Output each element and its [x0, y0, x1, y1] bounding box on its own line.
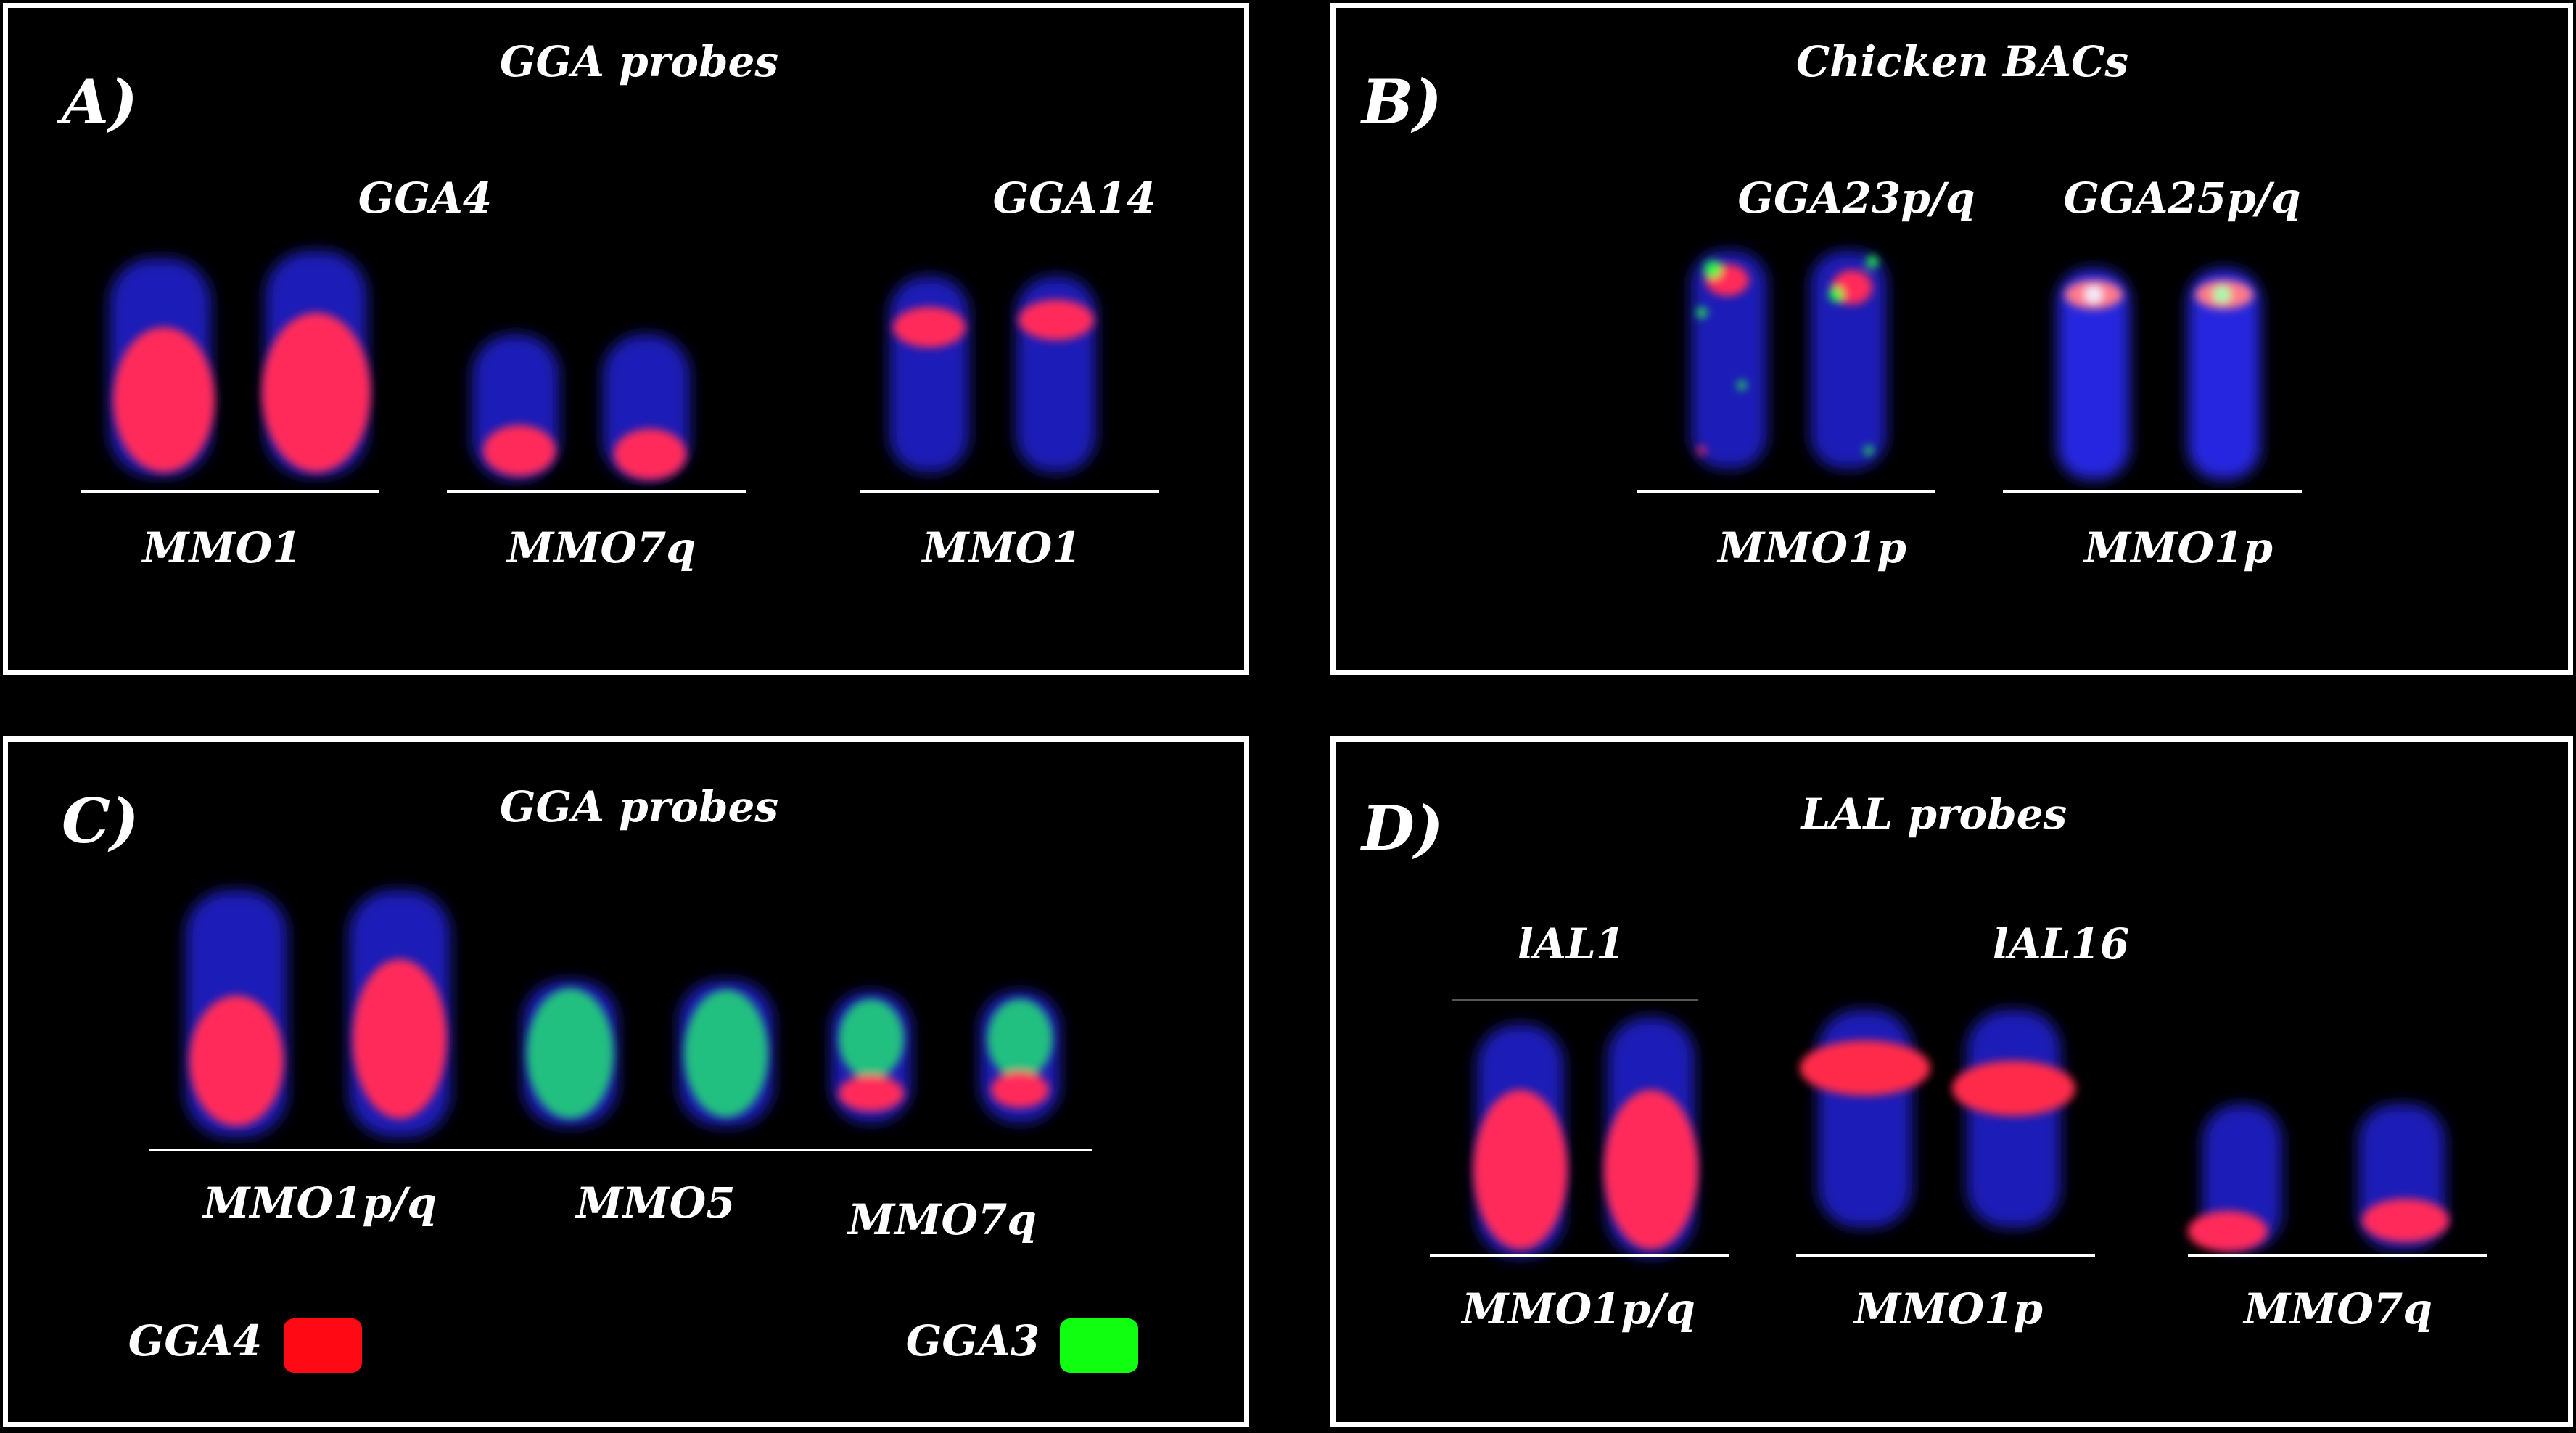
panel-d-chrom-label-mmo7q: MMO7q	[2244, 1284, 2432, 1334]
panel-d-probe-label-lal16: lAL16	[1992, 919, 2130, 969]
panel-a-divider-2	[447, 490, 746, 493]
panel-a-divider-1	[81, 490, 379, 493]
signal-gga23	[1697, 256, 1878, 455]
panel-c-divider	[149, 1149, 1092, 1151]
panel-b-divider-1	[1637, 490, 1935, 493]
signal-lal1	[1473, 1090, 1698, 1249]
panel-c-letter: C)	[62, 785, 139, 857]
panel-b-probe-label-gga25: GGA25p/q	[2063, 173, 2301, 223]
panel-a-letter: A)	[62, 66, 138, 138]
signal-gga4-mmo1pq	[189, 959, 447, 1126]
chromosome-pair-gga23	[1691, 251, 1887, 469]
signal-gga3-gga4-mmo7q	[839, 999, 1053, 1112]
panel-d-divider-2	[1796, 1254, 2095, 1257]
panel-b-letter: B)	[1362, 66, 1442, 138]
signal-gga25	[2065, 280, 2253, 309]
signal-lal16-mmo1p	[1800, 1040, 2075, 1116]
panel-d-chrom-label-mmo1p: MMO1p	[1854, 1284, 2043, 1334]
signal-gga14-mmo1	[893, 300, 1094, 348]
panel-c-chrom-label-mmo7q: MMO7q	[848, 1195, 1037, 1244]
panel-b-chrom-label-2: MMO1p	[2084, 523, 2273, 572]
panel-d: D) LAL probes lAL1 lAL16 M	[1330, 736, 2573, 1427]
signal-gga3-mmo5	[527, 988, 768, 1119]
panel-a-chrom-label-mmo7q: MMO7q	[507, 523, 696, 572]
panel-b-title: Chicken BACs	[1796, 37, 2128, 86]
panel-a-divider-3	[860, 490, 1159, 493]
panel-b-chromosomes	[1691, 251, 2260, 480]
panel-a-chromosomes	[110, 251, 1096, 480]
legend-swatch-gga3	[1060, 1318, 1138, 1373]
signal-gga4-mmo7q	[483, 425, 686, 480]
panel-c-title: GGA probes	[499, 782, 779, 832]
panel-d-chromosomes	[1473, 1010, 2449, 1257]
panel-a-probe-label-gga4: GGA4	[358, 173, 493, 223]
panel-d-chrom-label-mmo1pq: MMO1p/q	[1462, 1284, 1695, 1334]
panel-d-letter: D)	[1362, 792, 1444, 864]
panel-c-chrom-label-mmo5: MMO5	[576, 1178, 736, 1228]
chromosome-pair-gga25	[2057, 269, 2260, 480]
legend-swatch-gga4	[284, 1318, 362, 1373]
signal-lal16-mmo7q	[2188, 1199, 2449, 1252]
legend-label-gga3: GGA3	[905, 1316, 1040, 1366]
panel-d-probe-label-lal1: lAL1	[1517, 919, 1626, 969]
panel-a-probe-label-gga14: GGA14	[992, 173, 1156, 223]
panel-c-chromosomes	[186, 890, 1060, 1137]
panel-b: B) Chicken BACs GGA23p/q GGA25p/q	[1330, 3, 2573, 675]
panel-a: A) GGA probes GGA4 GGA14 MMO1	[3, 3, 1249, 675]
panel-b-probe-label-gga23: GGA23p/q	[1737, 173, 1975, 223]
panel-a-chrom-label-mmo1-b: MMO1	[922, 523, 1082, 572]
panel-a-chrom-label-mmo1: MMO1	[142, 523, 302, 572]
panel-c: C) GGA probes MMO1p/q MM	[3, 736, 1249, 1427]
panel-a-title: GGA probes	[499, 37, 779, 86]
legend-label-gga4: GGA4	[128, 1316, 263, 1366]
panel-d-title: LAL probes	[1801, 789, 2067, 839]
panel-d-divider-3	[2188, 1254, 2487, 1257]
signal-gga4-mmo1	[113, 313, 371, 472]
panel-d-probe-divider	[1452, 999, 1698, 1001]
panel-b-divider-2	[2003, 490, 2302, 493]
panel-d-divider-1	[1430, 1254, 1729, 1257]
panel-b-chrom-label-1: MMO1p	[1718, 523, 1906, 572]
panel-c-chrom-label-mmo1pq: MMO1p/q	[203, 1178, 437, 1228]
